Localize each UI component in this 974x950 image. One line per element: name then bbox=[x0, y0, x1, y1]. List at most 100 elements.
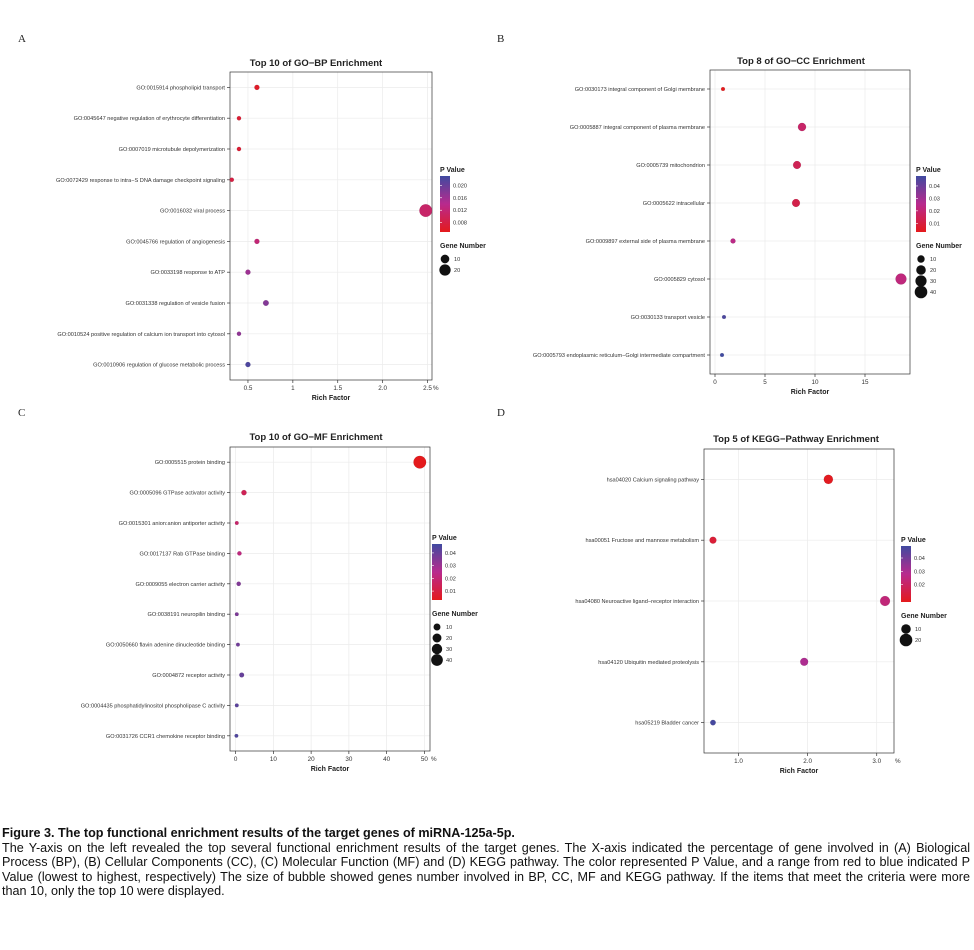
color-legend-title: P Value bbox=[916, 167, 941, 174]
color-legend-label: 0.02 bbox=[914, 583, 925, 589]
data-point bbox=[792, 160, 802, 170]
category-label: GO:0007019 microtubule depolymerization bbox=[119, 147, 225, 153]
data-point bbox=[709, 536, 717, 544]
category-label: GO:0031338 regulation of vesicle fusion bbox=[125, 301, 225, 307]
data-point bbox=[236, 581, 242, 587]
size-legend-label: 10 bbox=[915, 627, 921, 633]
category-label: hsa00051 Fructose and mannose metabolism bbox=[586, 538, 700, 544]
data-point bbox=[236, 146, 242, 152]
size-legend-dot bbox=[431, 643, 443, 655]
x-tick-label: 10 bbox=[270, 756, 278, 763]
size-legend-label: 20 bbox=[915, 638, 921, 644]
category-label: GO:0050660 flavin adenine dinucleotide b… bbox=[106, 643, 225, 649]
color-legend-bar bbox=[440, 176, 450, 232]
data-point bbox=[823, 474, 834, 485]
category-label: GO:0030133 transport vesicle bbox=[631, 315, 705, 321]
panel-letter: B bbox=[497, 33, 504, 45]
x-tick-label: 2.0 bbox=[378, 385, 387, 392]
color-legend-label: 0.03 bbox=[929, 196, 940, 202]
size-legend-label: 40 bbox=[930, 290, 936, 296]
x-axis-title: Rich Factor bbox=[780, 768, 819, 775]
panel-letter: C bbox=[18, 407, 25, 419]
data-point bbox=[719, 352, 725, 358]
size-legend-label: 10 bbox=[454, 257, 460, 263]
x-tick-label: 50 bbox=[421, 756, 429, 763]
color-legend-label: 0.01 bbox=[929, 221, 940, 227]
data-point bbox=[797, 122, 807, 132]
size-legend-label: 10 bbox=[930, 257, 936, 263]
data-point bbox=[234, 703, 239, 708]
category-label: GO:0033198 response to ATP bbox=[150, 270, 225, 276]
color-legend-bar bbox=[432, 544, 442, 600]
size-legend-dot bbox=[899, 633, 913, 647]
x-tick-label: 1.5 bbox=[333, 385, 342, 392]
category-label: GO:0005622 intracellular bbox=[643, 201, 705, 207]
x-axis-title: Rich Factor bbox=[311, 766, 350, 773]
color-legend-title: P Value bbox=[440, 167, 465, 174]
category-label: GO:0005887 integral component of plasma … bbox=[570, 125, 705, 131]
data-point bbox=[234, 612, 239, 617]
color-legend-label: 0.02 bbox=[445, 576, 456, 582]
category-label: GO:0005793 endoplasmic reticulum−Golgi i… bbox=[533, 353, 706, 359]
panel-bp: A Top 10 of GO−BP Enrichment GO:0015914 ph… bbox=[18, 33, 486, 402]
data-point bbox=[895, 273, 907, 285]
data-point bbox=[234, 520, 239, 526]
data-point bbox=[262, 299, 269, 307]
size-legend-dot bbox=[901, 624, 911, 634]
size-legend-dot bbox=[440, 254, 450, 264]
size-legend-label: 30 bbox=[930, 279, 936, 285]
data-point bbox=[730, 238, 736, 244]
panel-mf: C Top 10 of GO−MF Enrichment GO:0005515 pr… bbox=[18, 407, 478, 773]
plot-frame bbox=[229, 71, 433, 381]
data-point bbox=[413, 455, 427, 469]
data-point bbox=[791, 198, 801, 208]
color-legend-title: P Value bbox=[432, 535, 457, 542]
size-legend-title: Gene Number bbox=[901, 613, 947, 620]
x-tick-label: 2.0 bbox=[803, 758, 812, 765]
plot-frame bbox=[229, 446, 431, 752]
size-legend-dot bbox=[439, 264, 451, 276]
color-legend-label: 0.02 bbox=[929, 209, 940, 215]
category-label: GO:0004872 receptor activity bbox=[152, 673, 225, 679]
color-legend-label: 0.008 bbox=[453, 221, 467, 227]
size-legend-dot bbox=[916, 265, 926, 275]
color-legend-bar bbox=[916, 176, 926, 232]
size-legend-label: 20 bbox=[454, 268, 460, 274]
plot-background bbox=[710, 70, 910, 374]
category-label: GO:0045766 regulation of angiogenesis bbox=[126, 239, 225, 245]
size-legend-dot bbox=[433, 623, 441, 631]
category-label: GO:0005515 protein binding bbox=[155, 460, 225, 466]
x-axis-unit: % bbox=[895, 758, 901, 765]
chart-title: Top 10 of GO−BP Enrichment bbox=[250, 58, 383, 69]
category-label: hsa04120 Ubiquitin mediated proteolysis bbox=[598, 660, 699, 666]
size-legend-label: 30 bbox=[446, 647, 452, 653]
x-tick-label: 1 bbox=[291, 385, 295, 392]
x-axis-title: Rich Factor bbox=[312, 395, 351, 402]
x-tick-label: 2.5 bbox=[423, 385, 432, 392]
panel-kegg: D Top 5 of KEGG−Pathway Enrichment hsa0402… bbox=[497, 407, 947, 775]
category-label: GO:0009897 external side of plasma membr… bbox=[586, 239, 705, 245]
data-point bbox=[241, 489, 247, 496]
plot-background bbox=[230, 72, 432, 380]
data-point bbox=[236, 331, 242, 337]
size-legend-title: Gene Number bbox=[916, 243, 962, 250]
x-tick-label: 0 bbox=[713, 379, 717, 386]
category-label: hsa04020 Calcium signaling pathway bbox=[607, 477, 700, 483]
data-point bbox=[236, 115, 242, 121]
x-tick-label: 0.5 bbox=[244, 385, 253, 392]
color-legend-title: P Value bbox=[901, 537, 926, 544]
x-tick-label: 3.0 bbox=[872, 758, 881, 765]
color-legend-label: 0.012 bbox=[453, 208, 467, 214]
category-label: GO:0005739 mitochondrion bbox=[636, 163, 705, 169]
x-axis-unit: % bbox=[433, 385, 439, 392]
data-point bbox=[721, 314, 727, 320]
x-tick-label: 1.0 bbox=[734, 758, 743, 765]
category-label: GO:0010906 regulation of glucose metabol… bbox=[93, 363, 225, 369]
data-point bbox=[720, 86, 726, 92]
category-label: hsa05219 Bladder cancer bbox=[635, 721, 699, 727]
category-label: GO:0010524 positive regulation of calciu… bbox=[57, 332, 225, 338]
data-point bbox=[879, 595, 891, 607]
x-tick-label: 30 bbox=[345, 756, 353, 763]
data-point bbox=[710, 719, 716, 726]
category-label: GO:0017137 Rab GTPase binding bbox=[139, 551, 225, 557]
